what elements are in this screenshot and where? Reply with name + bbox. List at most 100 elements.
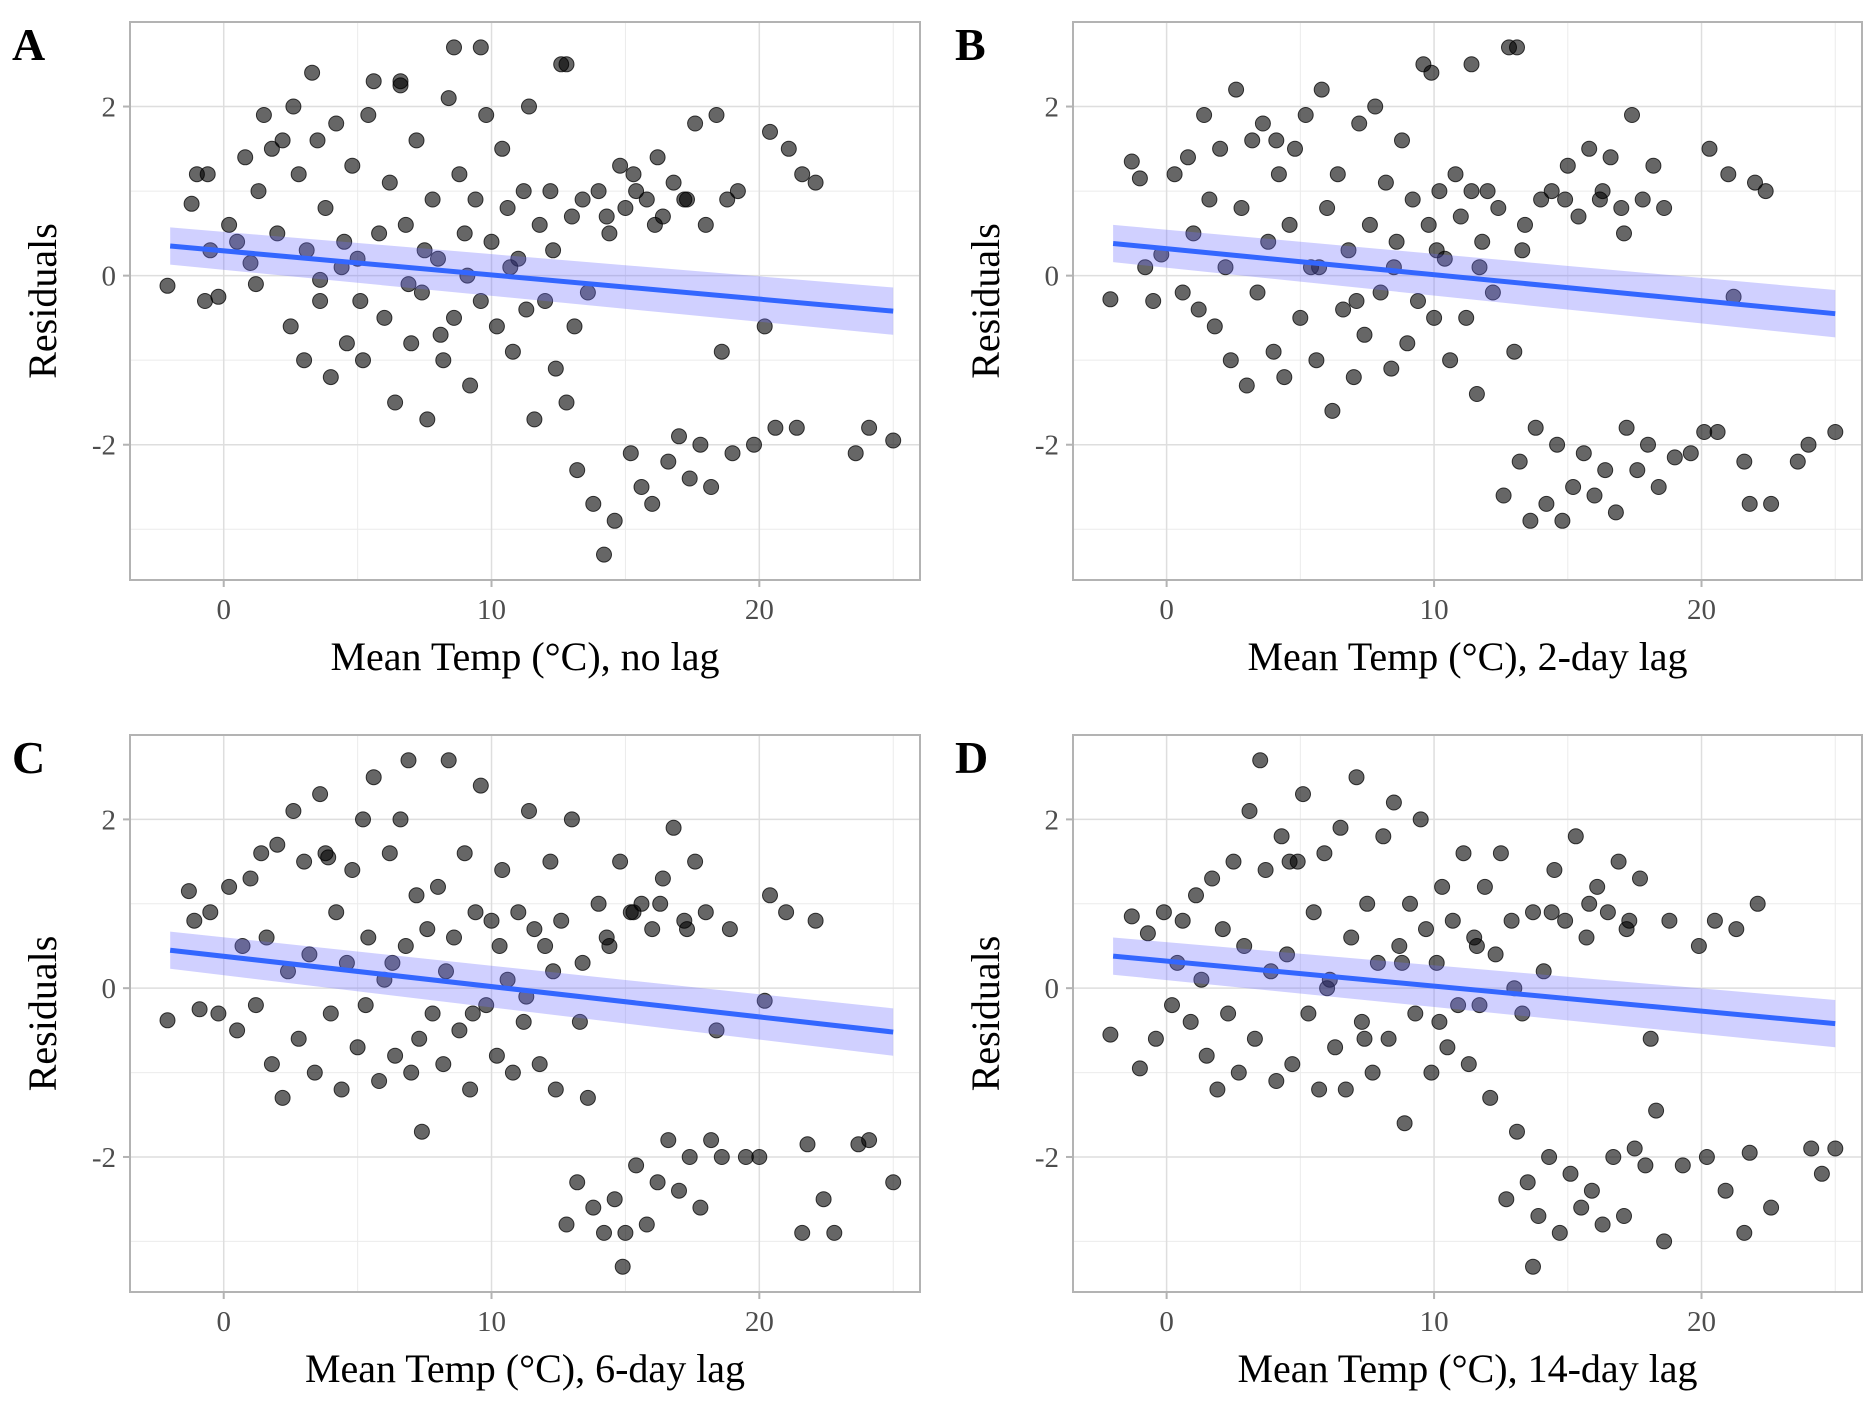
data-point [1597,462,1614,479]
data-point [1391,938,1408,954]
regression-line [169,243,894,314]
data-point [671,428,687,445]
data-point [531,216,548,233]
data-point [456,845,473,862]
y-tick-label: 2 [1045,92,1060,124]
data-point [606,1191,623,1208]
data-point [1372,284,1389,301]
y-axis-title: Residuals [20,223,65,379]
data-point [336,233,353,250]
data-point [1182,1013,1199,1030]
data-point [1557,912,1574,929]
data-point [365,769,382,786]
data-point [1348,769,1365,786]
data-point [1701,140,1718,157]
regression-line [1112,953,1836,1027]
x-tick-label: 20 [745,1306,774,1338]
data-point [1450,997,1467,1014]
data-point [1533,191,1550,208]
data-point [263,1056,280,1073]
data-point [767,419,784,436]
data-point [1648,1102,1665,1119]
x-tick-label: 0 [216,1306,231,1338]
data-point [778,904,795,921]
data-point [494,140,511,157]
data-point [1567,828,1584,845]
data-point [413,1123,430,1140]
confidence-band [1113,224,1836,338]
data-point [687,115,704,132]
data-point [1434,878,1451,895]
data-point [1164,997,1180,1014]
data-point [579,1089,596,1106]
data-point [1551,1224,1568,1241]
data-point [681,470,698,487]
data-point [478,997,495,1014]
data-point [435,352,452,369]
data-point [419,411,436,428]
scatter-points [159,752,902,1275]
data-point [491,938,508,954]
data-point [1297,107,1314,123]
y-tick-label: 2 [102,92,117,124]
data-point [1690,938,1707,954]
data-point [1180,149,1196,166]
data-point [847,445,864,462]
data-point [762,123,778,140]
data-point [1369,954,1386,971]
data-point [1594,1216,1611,1233]
data-point [1581,895,1598,912]
data-point [1209,1081,1226,1098]
data-point [234,938,251,954]
data-point [1519,1174,1536,1191]
data-point [1581,140,1598,157]
data-point [652,895,669,912]
data-point [617,200,634,216]
data-point [440,752,457,769]
data-point [1455,845,1472,862]
data-point [590,895,607,912]
data-point [1281,853,1298,870]
data-point [1230,1064,1247,1081]
data-point [1249,284,1266,301]
data-point [518,301,535,318]
data-point [1396,1115,1413,1132]
data-point [861,1132,878,1149]
data-point [1468,386,1485,402]
data-point [563,811,580,828]
x-axis-title: Mean Temp (°C), 2-day lag [1247,634,1687,679]
data-point [462,377,479,394]
data-point [1343,929,1360,946]
data-point [269,225,286,242]
data-point [285,98,302,115]
data-point [242,870,259,887]
data-point [352,293,369,309]
data-point [671,1182,687,1199]
data-point [1364,1064,1381,1081]
data-point [1525,904,1541,921]
data-point [1431,1013,1448,1030]
data-point [488,1047,505,1064]
data-point [180,883,197,900]
data-point [1709,424,1726,440]
data-point [1602,149,1619,166]
data-point [708,1022,725,1039]
data-point [446,929,462,946]
data-point [638,191,655,208]
data-point [1412,811,1429,828]
data-point [1123,908,1140,925]
data-point [1813,1165,1830,1182]
data-point [1281,216,1298,233]
data-point [644,921,661,938]
data-point [1634,191,1651,208]
data-point [285,803,302,819]
data-point [365,73,382,90]
data-point [1201,191,1218,208]
data-point [1123,153,1140,170]
data-point [1460,1056,1477,1073]
data-point [1447,166,1464,183]
data-point [574,191,591,208]
data-point [1482,1089,1499,1106]
data-point [446,309,462,326]
data-point [654,870,671,887]
